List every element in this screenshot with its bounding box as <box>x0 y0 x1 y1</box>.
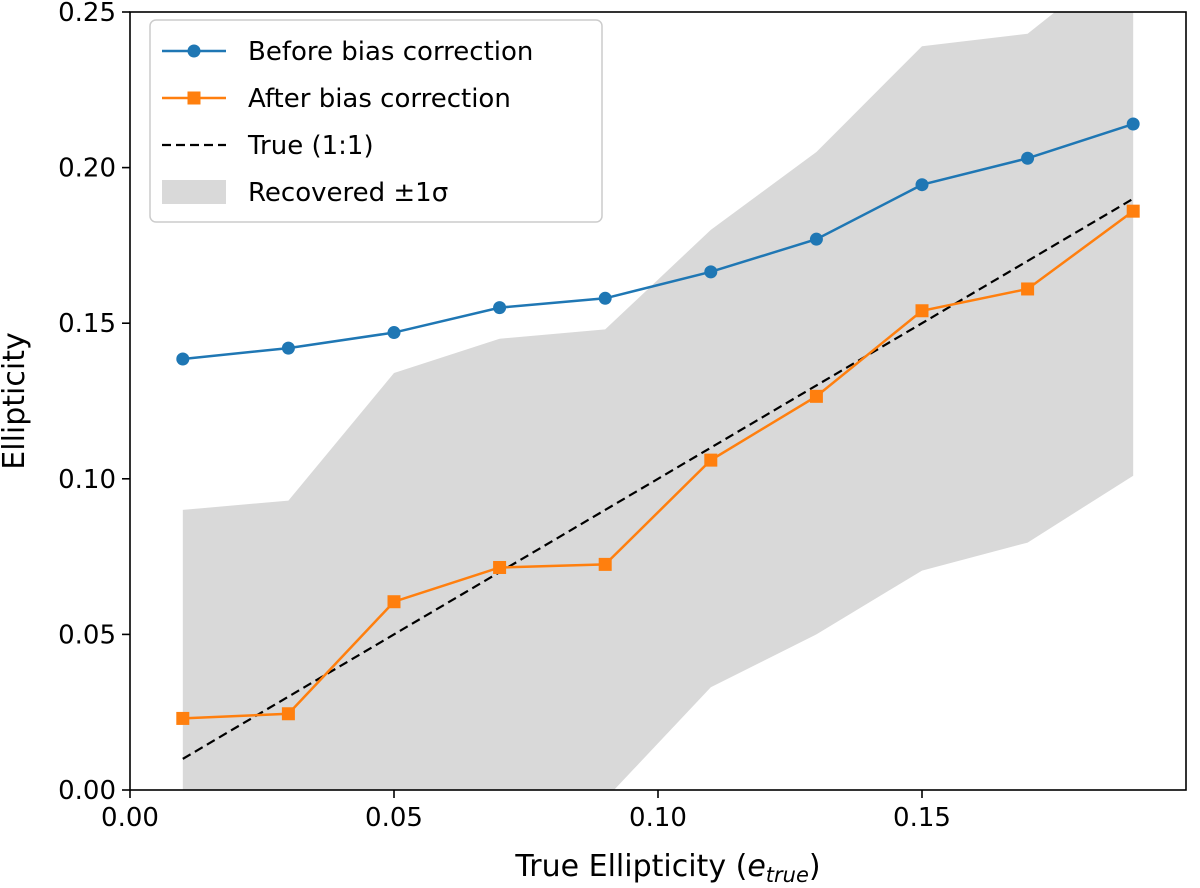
point-after <box>176 711 190 725</box>
point-after <box>704 453 718 467</box>
legend-label-band: Recovered ±1σ <box>248 178 448 208</box>
point-after <box>598 557 612 571</box>
legend-label-after: After bias correction <box>248 84 511 114</box>
x-tick-label: 0.10 <box>629 803 687 833</box>
point-after <box>387 595 401 609</box>
y-tick-label: 0.20 <box>58 154 116 184</box>
legend-marker-before <box>187 44 201 58</box>
point-before <box>704 265 718 279</box>
x-axis-label: True Ellipticity (etrue) <box>514 849 820 887</box>
point-before <box>176 352 190 366</box>
point-after <box>493 560 507 574</box>
y-tick-label: 0.10 <box>58 465 116 495</box>
point-after <box>809 389 823 403</box>
point-before <box>1126 117 1140 131</box>
point-before <box>1021 151 1035 165</box>
legend-swatch-band <box>162 180 226 204</box>
y-tick-label: 0.00 <box>58 776 116 806</box>
legend-item-true: True (1:1) <box>162 131 374 161</box>
legend-label-before: Before bias correction <box>248 37 533 67</box>
point-after <box>281 707 295 721</box>
x-axis-label-subscript: true <box>766 863 809 887</box>
x-axis-label-close: ) <box>809 849 821 884</box>
x-tick-label: 0.15 <box>893 803 951 833</box>
point-before <box>598 291 612 305</box>
point-after <box>1021 282 1035 296</box>
legend-item-band: Recovered ±1σ <box>162 178 448 208</box>
legend: Before bias correction After bias correc… <box>149 19 603 223</box>
point-before <box>281 341 295 355</box>
y-tick-label: 0.05 <box>58 620 116 650</box>
point-before <box>809 232 823 246</box>
legend-marker-after <box>187 91 201 105</box>
x-tick-label: 0.05 <box>365 803 423 833</box>
point-after <box>915 304 929 318</box>
x-axis-label-main: True Ellipticity ( <box>514 849 747 884</box>
legend-label-true: True (1:1) <box>247 131 374 161</box>
legend-item-after: After bias correction <box>162 84 511 114</box>
recovered-band <box>182 12 1134 790</box>
series-line-after <box>182 210 1134 720</box>
legend-box <box>149 19 603 223</box>
point-after <box>1126 204 1140 218</box>
y-axis-label: Ellipticity <box>0 332 32 469</box>
y-tick-label: 0.15 <box>58 309 116 339</box>
true-reference-line <box>182 197 1134 760</box>
x-tick-label: 0.00 <box>101 803 159 833</box>
series-line-before <box>182 122 1134 361</box>
x-axis-label-symbol: e <box>747 849 765 884</box>
y-tick-label: 0.25 <box>58 0 116 28</box>
point-before <box>387 326 401 340</box>
point-before <box>915 178 929 192</box>
legend-item-before: Before bias correction <box>162 37 533 67</box>
point-before <box>493 301 507 315</box>
